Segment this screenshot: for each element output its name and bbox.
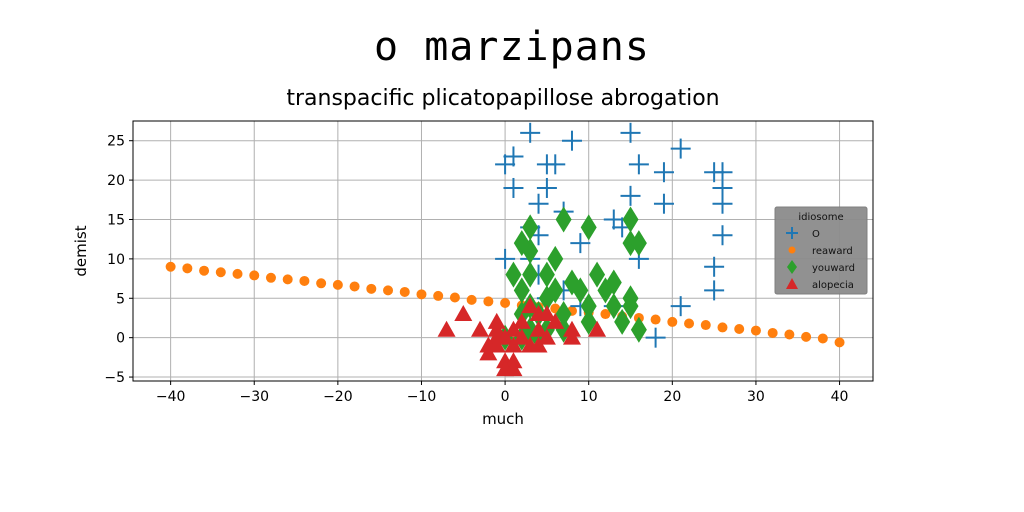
x-tick-label: −40 (156, 389, 186, 405)
circle-point (383, 285, 393, 295)
circle-point (717, 322, 727, 332)
circle-point (801, 332, 811, 342)
circle-point (350, 281, 360, 291)
y-tick-label: 25 (107, 134, 125, 150)
circle-point (784, 330, 794, 340)
x-tick-label: 40 (831, 389, 849, 405)
x-tick-label: 30 (747, 389, 765, 405)
x-tick-label: 10 (580, 389, 598, 405)
circle-point (366, 284, 376, 294)
x-tick-label: 20 (663, 389, 681, 405)
legend-label: reaward (812, 246, 853, 257)
circle-point (283, 274, 293, 284)
x-tick-label: −20 (323, 389, 353, 405)
x-tick-label: −10 (407, 389, 437, 405)
circle-point (316, 278, 326, 288)
circle-point (483, 296, 493, 306)
legend-label: youward (812, 263, 855, 274)
y-tick-label: 0 (116, 331, 125, 347)
x-tick-label: −30 (239, 389, 269, 405)
circle-point (667, 317, 677, 327)
y-tick-label: −5 (104, 370, 125, 386)
y-axis-label: demist (72, 225, 90, 276)
circle-point (751, 326, 761, 336)
circle-point (768, 328, 778, 338)
circle-point (400, 287, 410, 297)
legend-label: O (812, 229, 820, 240)
circle-point (416, 289, 426, 299)
circle-point (818, 333, 828, 343)
circle-point (299, 276, 309, 286)
circle-point (433, 291, 443, 301)
circle-point (199, 266, 209, 276)
circle-point (651, 315, 661, 325)
circle-point (333, 280, 343, 290)
y-tick-label: 10 (107, 252, 125, 268)
legend-title: idiosome (798, 212, 843, 223)
circle-point (500, 298, 510, 308)
x-axis-label: much (133, 410, 873, 428)
circle-point (233, 269, 243, 279)
circle-point (734, 324, 744, 334)
y-tick-label: 15 (107, 212, 125, 228)
circle-point (182, 263, 192, 273)
circle-point (835, 337, 845, 347)
circle-point (684, 318, 694, 328)
legend-label: alopecia (812, 280, 854, 291)
circle-point (249, 270, 259, 280)
circle-point (216, 267, 226, 277)
circle-point (701, 320, 711, 330)
legend-marker (789, 247, 796, 254)
y-tick-label: 20 (107, 173, 125, 189)
circle-point (266, 273, 276, 283)
circle-point (166, 262, 176, 272)
x-tick-label: 0 (501, 389, 510, 405)
y-tick-label: 5 (116, 291, 125, 307)
circle-point (450, 292, 460, 302)
circle-point (467, 295, 477, 305)
